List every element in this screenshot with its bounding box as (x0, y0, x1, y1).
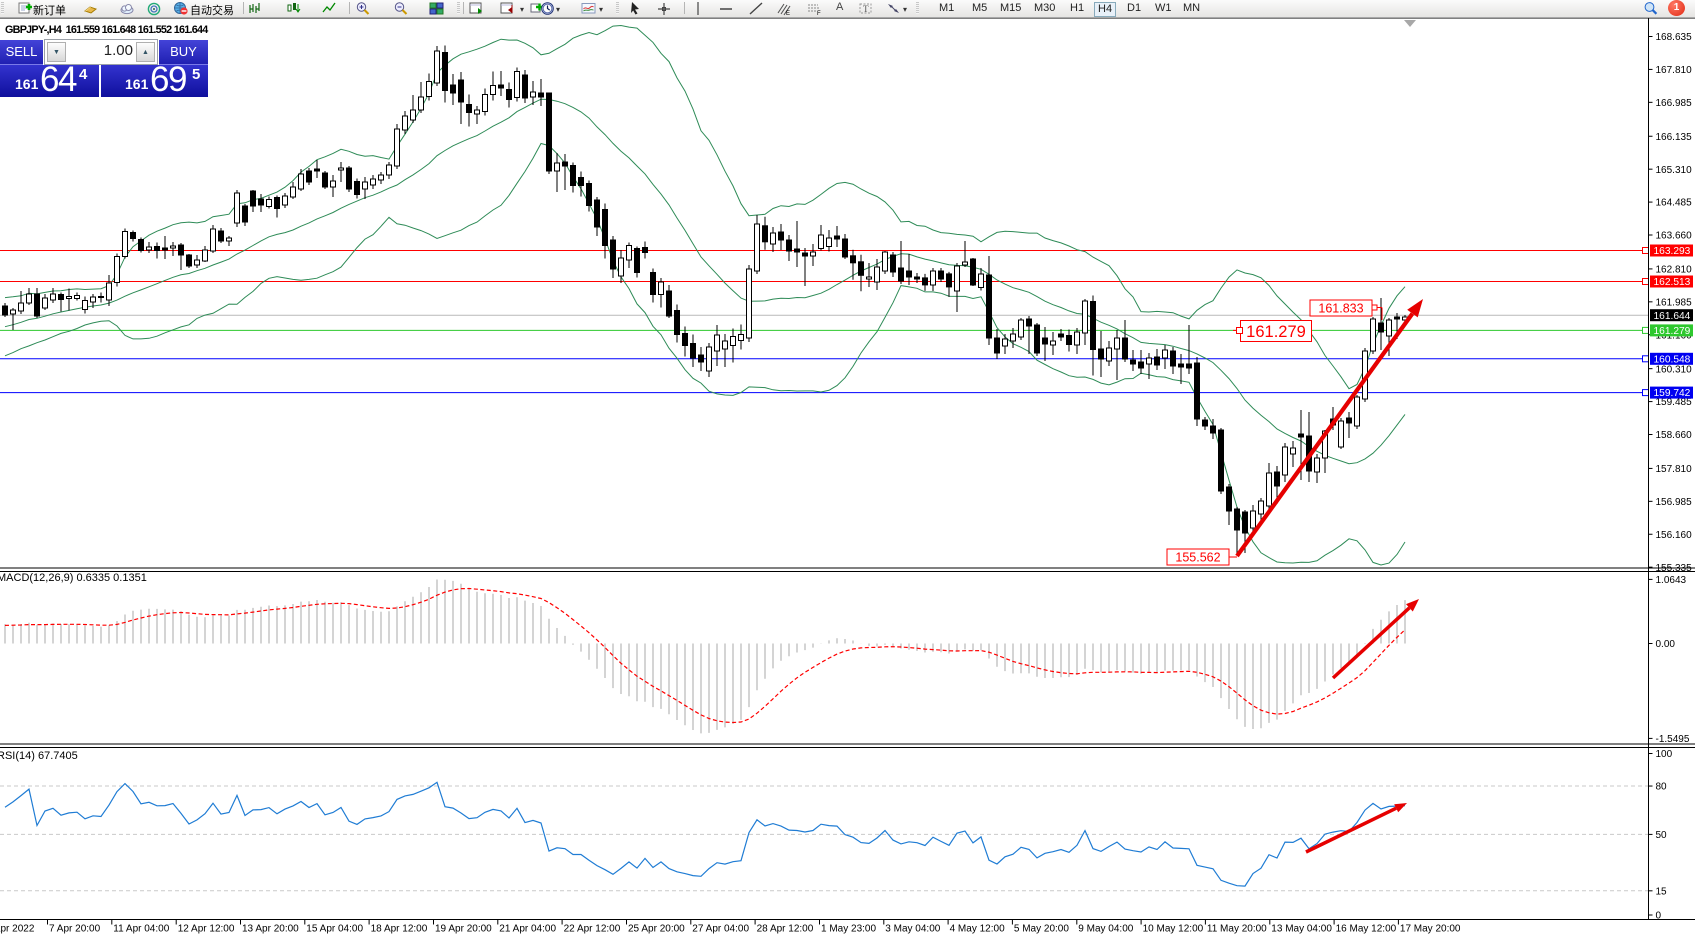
svg-text:22 Apr 12:00: 22 Apr 12:00 (564, 924, 621, 935)
svg-text:1 May 23:00: 1 May 23:00 (821, 924, 876, 935)
svg-text:MACD(12,26,9) 0.6335 0.1351: MACD(12,26,9) 0.6335 0.1351 (0, 572, 147, 584)
svg-text:13 May 04:00: 13 May 04:00 (1271, 924, 1332, 935)
svg-text:157.810: 157.810 (1656, 464, 1693, 475)
svg-text:15: 15 (1656, 886, 1668, 897)
svg-text:9 May 04:00: 9 May 04:00 (1078, 924, 1133, 935)
svg-text:6 Apr 2022: 6 Apr 2022 (0, 924, 35, 935)
svg-text:168.635: 168.635 (1656, 32, 1693, 43)
svg-text:50: 50 (1656, 830, 1668, 841)
svg-text:165.310: 165.310 (1656, 165, 1693, 176)
svg-text:E: E (786, 11, 790, 16)
svg-text:7 Apr 20:00: 7 Apr 20:00 (49, 924, 101, 935)
svg-text:18 Apr 12:00: 18 Apr 12:00 (371, 924, 428, 935)
svg-text:156.985: 156.985 (1656, 497, 1693, 508)
svg-text:16 May 12:00: 16 May 12:00 (1336, 924, 1397, 935)
svg-text:5 May 20:00: 5 May 20:00 (1014, 924, 1069, 935)
svg-text:160.310: 160.310 (1656, 364, 1693, 375)
svg-text:166.135: 166.135 (1656, 132, 1693, 143)
svg-text:27 Apr 04:00: 27 Apr 04:00 (692, 924, 749, 935)
svg-text:-1.5495: -1.5495 (1656, 734, 1690, 745)
svg-text:10 May 12:00: 10 May 12:00 (1143, 924, 1204, 935)
svg-text:166.985: 166.985 (1656, 98, 1693, 109)
svg-text:163.293: 163.293 (1654, 246, 1691, 257)
svg-text:T: T (863, 4, 869, 14)
svg-text:160.548: 160.548 (1654, 354, 1691, 365)
svg-text:80: 80 (1656, 782, 1668, 793)
svg-text:162.810: 162.810 (1656, 265, 1693, 276)
svg-text:155.562: 155.562 (1175, 551, 1220, 565)
svg-text:100: 100 (1656, 749, 1673, 760)
svg-text:159.742: 159.742 (1654, 388, 1691, 399)
svg-text:11 May 20:00: 11 May 20:00 (1207, 924, 1267, 935)
svg-text:156.160: 156.160 (1656, 530, 1693, 541)
svg-text:F: F (817, 11, 821, 16)
svg-text:28 Apr 12:00: 28 Apr 12:00 (757, 924, 814, 935)
svg-text:13 Apr 20:00: 13 Apr 20:00 (242, 924, 299, 935)
svg-text:161.644: 161.644 (1654, 311, 1691, 322)
svg-text:162.513: 162.513 (1654, 277, 1691, 288)
svg-text:17 May 20:00: 17 May 20:00 (1400, 924, 1461, 935)
svg-text:12 Apr 12:00: 12 Apr 12:00 (178, 924, 235, 935)
svg-text:0: 0 (1656, 911, 1662, 922)
svg-text:163.660: 163.660 (1656, 231, 1693, 242)
svg-text:155.335: 155.335 (1656, 563, 1693, 574)
svg-text:164.485: 164.485 (1656, 198, 1693, 209)
svg-text:19 Apr 20:00: 19 Apr 20:00 (435, 924, 492, 935)
svg-text:21 Apr 04:00: 21 Apr 04:00 (499, 924, 556, 935)
svg-text:167.810: 167.810 (1656, 65, 1693, 76)
svg-text:15 Apr 04:00: 15 Apr 04:00 (306, 924, 363, 935)
svg-text:3 May 04:00: 3 May 04:00 (885, 924, 940, 935)
svg-text:1.0643: 1.0643 (1656, 575, 1687, 586)
svg-text:161.279: 161.279 (1246, 323, 1306, 341)
svg-text:25 Apr 20:00: 25 Apr 20:00 (628, 924, 685, 935)
svg-text:161.833: 161.833 (1318, 302, 1363, 316)
svg-text:161.985: 161.985 (1656, 297, 1693, 308)
svg-text:4 May 12:00: 4 May 12:00 (950, 924, 1005, 935)
svg-text:0.00: 0.00 (1656, 639, 1676, 650)
svg-text:161.279: 161.279 (1654, 326, 1691, 337)
svg-text:158.660: 158.660 (1656, 430, 1693, 441)
svg-text:RSI(14) 67.7405: RSI(14) 67.7405 (0, 750, 78, 762)
svg-text:159.485: 159.485 (1656, 397, 1693, 408)
svg-text:11 Apr 04:00: 11 Apr 04:00 (113, 924, 169, 935)
